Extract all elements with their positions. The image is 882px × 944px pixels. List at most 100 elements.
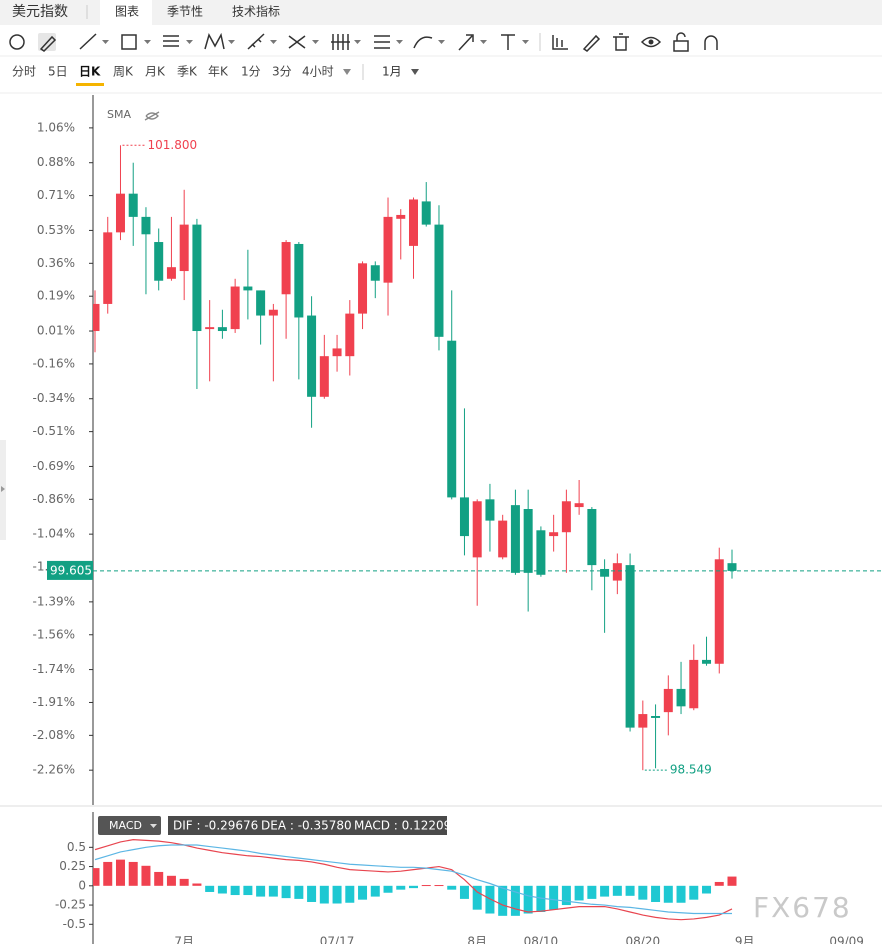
candle-body (485, 499, 495, 521)
y-tick-label: 0.88% (37, 155, 75, 169)
icon[interactable] (582, 34, 601, 52)
hide-icon[interactable] (144, 111, 160, 121)
y-tick-label: 0.36% (37, 256, 75, 270)
period-option[interactable]: 1分 (241, 65, 261, 79)
macd-bar (561, 885, 571, 906)
range-select[interactable]: 1月 (382, 65, 402, 79)
macd-bar (651, 885, 661, 902)
icon[interactable] (39, 35, 57, 52)
candle-body (536, 530, 546, 575)
indicator-selector[interactable] (98, 816, 161, 835)
period-option[interactable]: 3分 (272, 65, 292, 79)
candle-body (217, 327, 227, 332)
period-option[interactable]: 日K (79, 65, 101, 79)
macd-bar (447, 885, 457, 890)
candle-body (115, 193, 125, 233)
macd-bar (268, 885, 278, 897)
macd-bar (421, 885, 431, 887)
collapse-arrow (1, 486, 5, 492)
icon[interactable] (247, 33, 265, 50)
macd-bar (370, 885, 380, 897)
icon[interactable] (613, 33, 629, 51)
icon[interactable] (413, 36, 433, 49)
macd-bar (319, 885, 329, 904)
macd-bar (141, 865, 151, 886)
caret (144, 40, 151, 44)
indicator-name: MACD (109, 819, 142, 832)
icon[interactable] (501, 34, 515, 50)
candle-body (409, 199, 418, 246)
candle-body (434, 224, 444, 337)
macd-bar (625, 885, 635, 896)
candle-body (600, 568, 610, 577)
icon[interactable] (704, 35, 718, 50)
period-option[interactable]: 年K (208, 65, 229, 79)
period-option[interactable]: 月K (145, 65, 166, 79)
macd-bar (498, 885, 508, 916)
y-tick-label: -1.74% (33, 662, 75, 676)
tab[interactable]: 技术指标 (232, 4, 280, 19)
icon[interactable] (458, 34, 474, 51)
macd-bar (472, 885, 482, 910)
y-tick-label: -2.08% (33, 728, 75, 742)
icon[interactable] (79, 33, 97, 50)
y-tick-label: -0.51% (33, 424, 75, 438)
candle-body (396, 214, 406, 219)
macd-bar (549, 885, 559, 910)
x-tick-label: 08/10 (524, 935, 559, 944)
macd-bar (294, 885, 304, 899)
macd-bar (523, 885, 533, 914)
caret (186, 40, 193, 44)
macd-bar (281, 885, 291, 899)
icon[interactable] (9, 34, 25, 50)
icon[interactable] (552, 35, 568, 50)
candle-body (523, 509, 533, 573)
candle-body (625, 565, 635, 728)
icon[interactable] (121, 34, 137, 50)
candle-body (447, 340, 457, 498)
x-tick-label: 7月 (174, 935, 194, 944)
candle-body (651, 716, 661, 718)
candle-body (727, 563, 737, 571)
caret (343, 69, 351, 75)
icon[interactable] (288, 35, 306, 49)
period-bar: 分时 5日 日K 周K 月K 季K 年K 1分 3分 4小时 1月 (12, 64, 419, 86)
period-option[interactable]: 4小时 (302, 65, 334, 79)
macd-bar (179, 878, 189, 886)
caret (480, 40, 487, 44)
period-option[interactable]: 5日 (48, 65, 68, 79)
candle-body (370, 265, 380, 281)
icon[interactable] (374, 35, 390, 49)
y-tick-label: 0.53% (37, 223, 75, 237)
macd-bar (115, 859, 125, 886)
icon[interactable] (640, 36, 662, 48)
icon[interactable] (163, 35, 179, 47)
tab[interactable]: 季节性 (167, 5, 203, 19)
macd-bar (510, 885, 520, 916)
period-option[interactable]: 季K (177, 65, 198, 79)
candle-body (676, 688, 686, 707)
caret (411, 69, 419, 75)
candle-body (166, 267, 176, 279)
candle-body (498, 520, 508, 558)
period-option[interactable]: 分时 (12, 65, 36, 79)
caret (354, 40, 361, 44)
y-tick-label: 0.01% (37, 324, 75, 338)
x-tick-label: 08/20 (626, 935, 661, 944)
page-title: 美元指数 (12, 4, 68, 20)
y-tick-label: -1.04% (33, 527, 75, 541)
candles (93, 145, 737, 771)
icon[interactable] (204, 32, 225, 50)
candle-body (93, 303, 100, 332)
tab[interactable]: 图表 (115, 5, 139, 19)
macd-bar (154, 871, 164, 886)
caret (270, 40, 277, 44)
macd-bar (307, 885, 317, 902)
period-option[interactable]: 周K (113, 65, 134, 79)
icon[interactable] (673, 32, 689, 52)
y-tick-label: -0.16% (33, 356, 75, 370)
icon[interactable] (331, 34, 350, 50)
icon (648, 39, 654, 45)
macd-bar (702, 885, 712, 894)
